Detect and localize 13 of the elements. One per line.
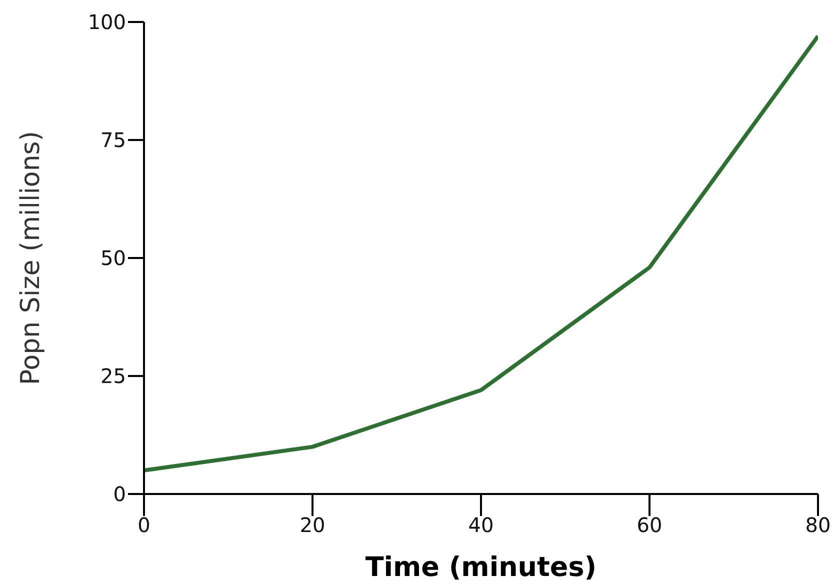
y-tick-label: 50	[100, 246, 126, 270]
x-axis-title: Time (minutes)	[365, 552, 597, 583]
y-tick-label: 25	[100, 364, 126, 388]
y-tick-label: 100	[88, 10, 126, 34]
y-tick-label: 75	[100, 128, 126, 152]
x-tick-label: 20	[300, 513, 326, 538]
x-tick-label: 40	[468, 513, 494, 538]
y-axis-title: Popn Size (millions)	[16, 131, 46, 385]
line-series	[144, 34, 818, 472]
x-tick-label: 60	[636, 513, 662, 538]
y-tick-label: 0	[113, 482, 126, 506]
x-tick-label: 80	[805, 513, 831, 538]
x-tick-label: 0	[138, 513, 150, 538]
